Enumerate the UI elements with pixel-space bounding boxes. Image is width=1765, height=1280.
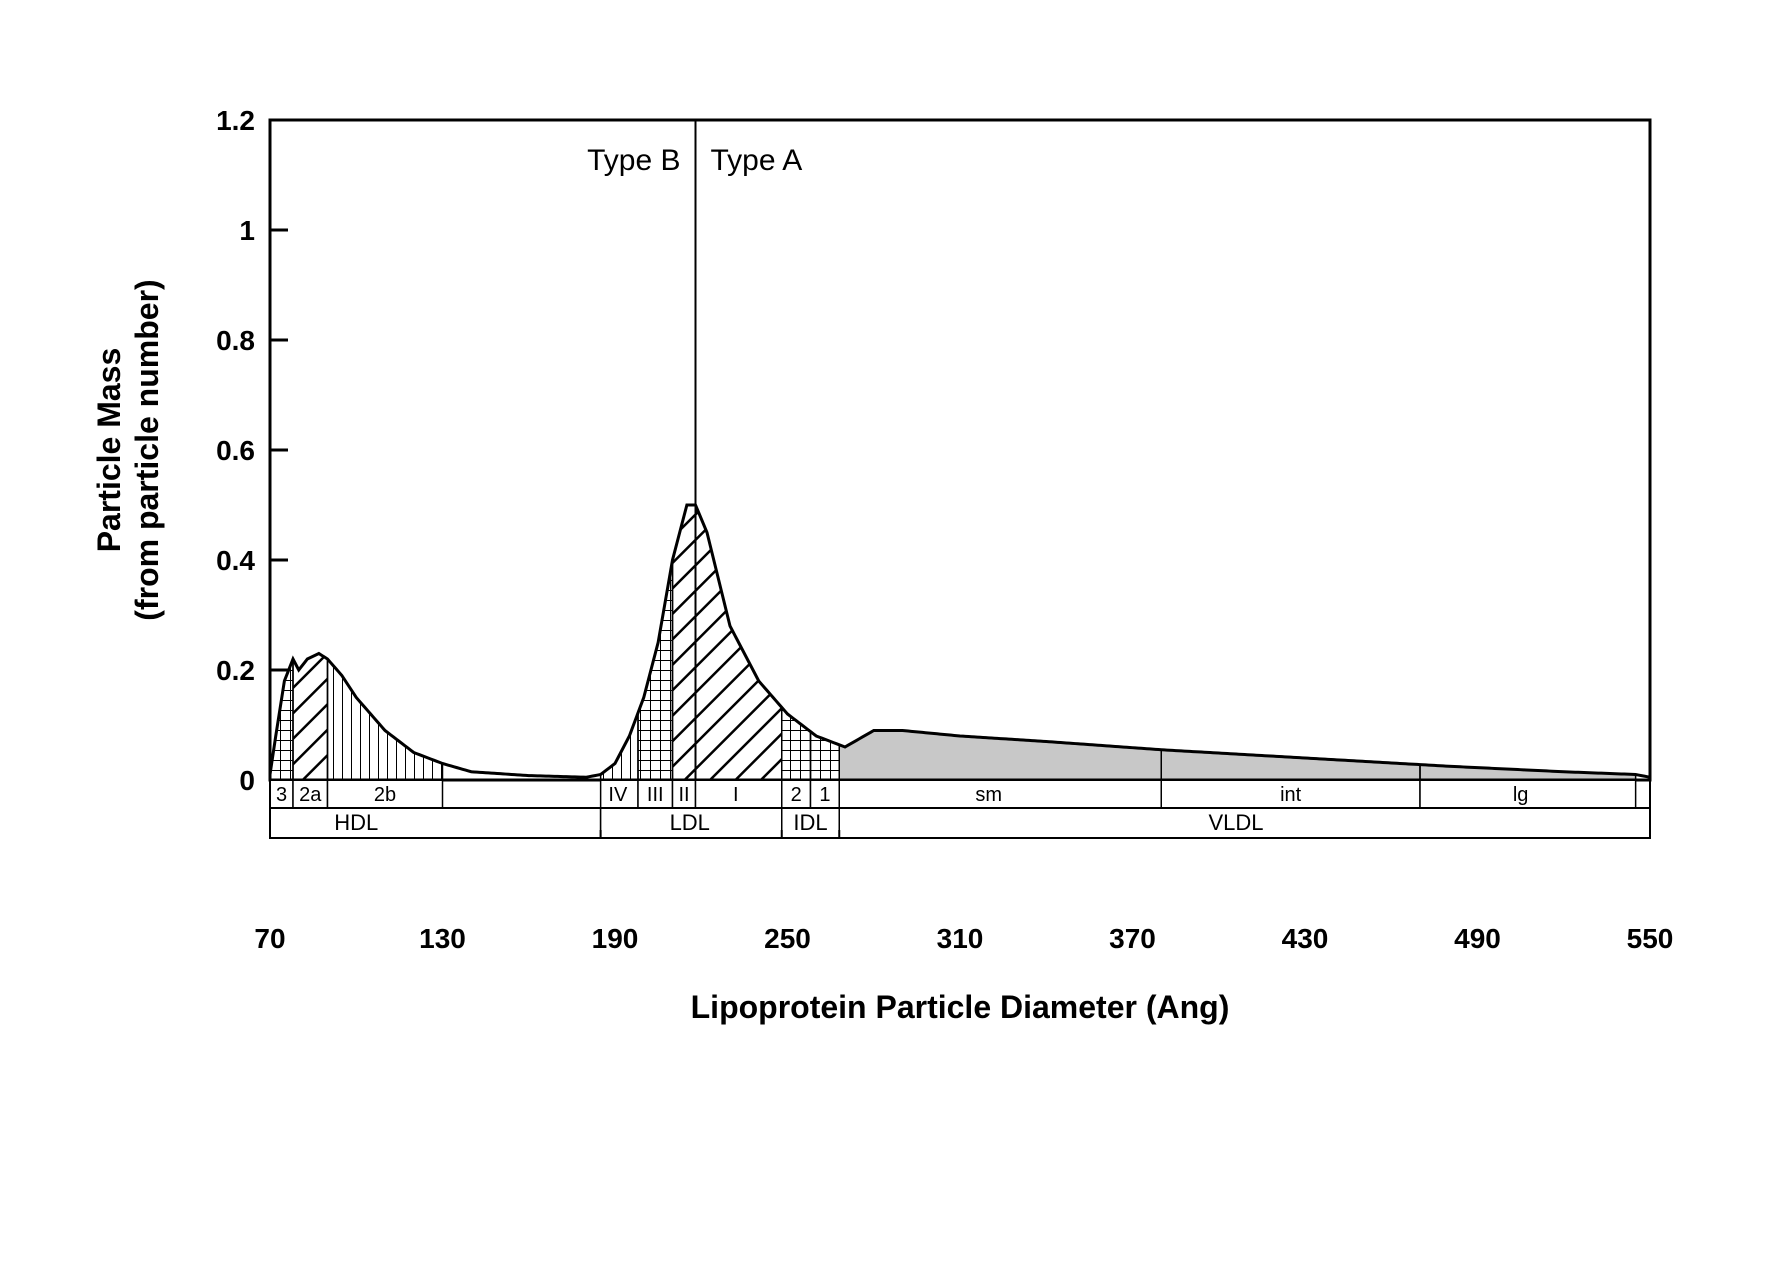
subclass-label: lg	[1513, 784, 1529, 806]
y-tick-label: 0	[239, 765, 255, 796]
y-axis-title-line1: Particle Mass	[91, 348, 127, 553]
subclass-label: I	[733, 784, 739, 806]
class-label: HDL	[334, 810, 378, 835]
subclass-box	[696, 780, 782, 808]
plot-border	[270, 120, 1650, 780]
y-tick-label: 0.6	[216, 435, 255, 466]
x-tick-label: 190	[592, 923, 639, 954]
x-tick-label: 430	[1282, 923, 1329, 954]
subclass-label: int	[1280, 784, 1302, 806]
chart-region	[782, 707, 811, 780]
x-tick-label: 490	[1454, 923, 1501, 954]
subclass-label: 3	[276, 784, 287, 806]
subclass-label: 2b	[374, 784, 396, 806]
class-label: IDL	[793, 810, 827, 835]
class-label: VLDL	[1208, 810, 1263, 835]
class-box	[270, 808, 601, 838]
class-label: LDL	[670, 810, 710, 835]
subclass-label: II	[678, 784, 689, 806]
subclass-label: III	[647, 784, 664, 806]
type-b-label: Type B	[587, 144, 680, 177]
chart-region	[270, 659, 293, 780]
subclass-label: IV	[608, 784, 628, 806]
x-tick-label: 250	[764, 923, 811, 954]
subclass-label: 2a	[299, 784, 322, 806]
x-tick-label: 70	[254, 923, 285, 954]
curve-line	[270, 505, 1650, 777]
y-axis-title-line2: (from particle number)	[129, 279, 165, 620]
subclass-label: sm	[975, 784, 1002, 806]
subclass-label: 1	[819, 784, 830, 806]
x-tick-label: 130	[419, 923, 466, 954]
y-tick-label: 0.8	[216, 325, 255, 356]
y-axis-title-group: Particle Mass(from particle number)	[91, 279, 165, 620]
x-axis-title: Lipoprotein Particle Diameter (Ang)	[691, 989, 1230, 1025]
y-tick-label: 0.2	[216, 655, 255, 686]
y-tick-label: 0.4	[216, 545, 255, 576]
chart-region	[1161, 750, 1420, 780]
subclass-label: 2	[791, 784, 802, 806]
x-tick-label: 550	[1627, 923, 1674, 954]
y-tick-label: 1.2	[216, 105, 255, 136]
y-tick-label: 1	[239, 215, 255, 246]
x-tick-label: 310	[937, 923, 984, 954]
chart-container: Type BType A00.20.40.60.811.232a2bIVIIII…	[90, 100, 1710, 1205]
chart-region	[293, 655, 328, 780]
chart-region	[328, 659, 443, 780]
type-a-label: Type A	[711, 144, 803, 177]
lipoprotein-chart: Type BType A00.20.40.60.811.232a2bIVIIII…	[90, 100, 1710, 1200]
x-tick-label: 370	[1109, 923, 1156, 954]
